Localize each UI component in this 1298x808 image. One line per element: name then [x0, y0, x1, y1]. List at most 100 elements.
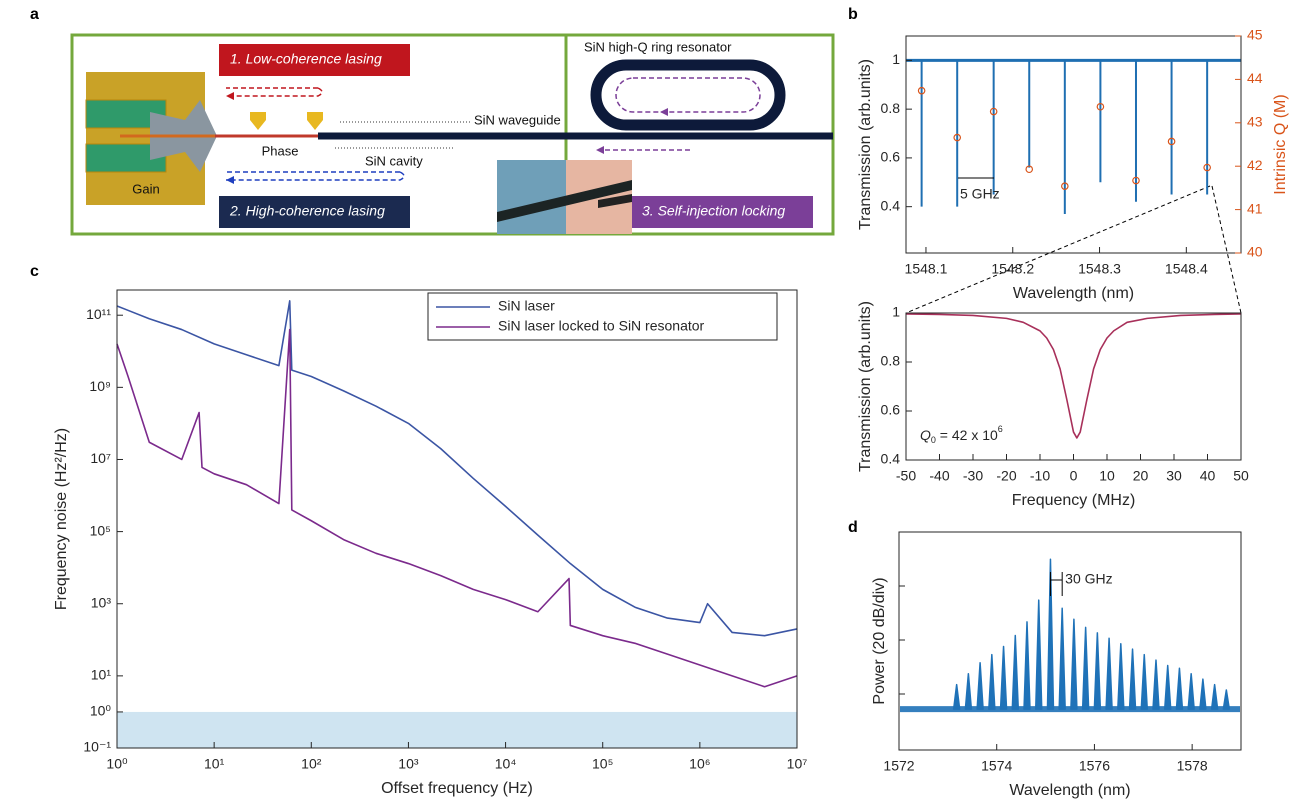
q-marker [917, 86, 926, 95]
comb-line [1152, 659, 1160, 710]
x-tick-label: 1576 [1079, 758, 1110, 774]
step-box [219, 44, 410, 76]
x-tick-label: -20 [996, 468, 1016, 484]
y2-tick-label: 40 [1247, 244, 1263, 260]
y-axis-label: Power (20 dB/div) [871, 577, 888, 704]
y-tick-label: 10⁰ [90, 703, 112, 719]
photo [497, 160, 566, 234]
q-marker [953, 133, 962, 142]
y-axis-label: Transmission (arb.units) [857, 301, 874, 472]
arrow-head [596, 146, 604, 154]
comb-line [1093, 632, 1102, 710]
x-tick-label: 1548.2 [991, 261, 1034, 277]
x-tick-label: 10⁰ [106, 756, 128, 772]
y-axis-label: Frequency noise (Hz²/Hz) [53, 428, 70, 610]
y-tick-label: 0.6 [881, 402, 901, 418]
comb-line [1117, 642, 1125, 710]
annotation-symbol: Q [920, 427, 931, 443]
x-axis-label: Wavelength (nm) [1013, 285, 1134, 302]
annotation-subscript: 0 [931, 435, 936, 445]
step-label: 1. Low-coherence lasing [230, 51, 382, 67]
panel-label: d [848, 519, 858, 536]
step-label: 2. High-coherence lasing [229, 203, 385, 219]
arrow-head [226, 176, 234, 184]
gain-label: Gain [132, 181, 159, 196]
x-tick-label: 10 [1099, 468, 1115, 484]
plot-frame [116, 289, 798, 749]
heater [250, 112, 266, 130]
comb-line [1046, 558, 1055, 710]
y-tick-label: 0.6 [881, 149, 901, 165]
y-axis-label: Transmission (arb.units) [857, 59, 874, 230]
y-tick-label: 10¹ [91, 667, 112, 683]
x-axis-label: Wavelength (nm) [1009, 782, 1130, 799]
ring [590, 59, 786, 131]
x-tick-label: 10⁴ [495, 756, 517, 772]
x-axis-label: Frequency (MHz) [1012, 492, 1136, 509]
x-tick-label: 1548.4 [1165, 261, 1208, 277]
step-label: 3. Self-injection locking [642, 203, 785, 219]
annotation: 5 GHz [960, 186, 1000, 202]
arrow-head [660, 108, 668, 116]
y2-tick-label: 42 [1247, 157, 1263, 173]
y2-tick-label: 41 [1247, 200, 1263, 216]
phase-label: Phase [262, 143, 299, 158]
arrow-head [226, 92, 234, 100]
x-tick-label: -50 [896, 468, 916, 484]
q-marker [1132, 176, 1140, 185]
waveguide-label: SiN waveguide [474, 112, 561, 127]
y-tick-label: 1 [892, 304, 900, 320]
comb-line [1199, 678, 1207, 710]
x-tick-label: 10² [301, 756, 322, 772]
comb-line [976, 662, 984, 710]
annotation: Q0 = 42 x 106 [920, 424, 1003, 445]
comb-line [952, 683, 961, 710]
q-marker [1203, 163, 1211, 172]
x-tick-label: 1574 [981, 758, 1012, 774]
step-box [219, 196, 410, 228]
panel-label: a [30, 6, 39, 23]
series-line [905, 313, 1242, 439]
legend-label: SiN laser locked to SiN resonator [498, 318, 705, 334]
q-marker [989, 107, 998, 116]
comb-line [1175, 667, 1184, 710]
q-marker [1061, 182, 1069, 190]
panel-label: c [30, 263, 39, 280]
comb-line [1034, 599, 1043, 710]
annotation: 30 GHz [1065, 571, 1112, 587]
x-tick-label: 1578 [1177, 758, 1208, 774]
y-tick-label: 10¹¹ [86, 306, 111, 322]
y-tick-label: 0.8 [881, 100, 901, 116]
photo-fiber [497, 180, 632, 222]
diagram: 1. Low-coherence lasing 2. High-coherenc… [70, 33, 835, 236]
y2-tick-label: 44 [1247, 70, 1263, 86]
x-axis-label: Offset frequency (Hz) [381, 780, 533, 797]
x-tick-label: -10 [1030, 468, 1050, 484]
comb-line [964, 672, 973, 710]
q-marker [1096, 102, 1105, 111]
zoom-lines [905, 185, 1242, 314]
q-marker [1025, 165, 1034, 174]
x-tick-label: -40 [929, 468, 949, 484]
comb-line [1105, 637, 1113, 710]
cavity-label: SiN cavity [365, 153, 423, 168]
x-tick-label: 10³ [398, 756, 419, 772]
y-tick-label: 10⁹ [89, 378, 111, 394]
x-tick-label: 10⁶ [689, 756, 710, 772]
x-tick-label: 50 [1233, 468, 1249, 484]
comb-line [1140, 653, 1149, 710]
comb-line [1222, 689, 1231, 710]
comb-line [1058, 607, 1066, 710]
x-tick-label: 1548.1 [905, 261, 948, 277]
comb-line [1081, 626, 1090, 710]
x-tick-label: -30 [963, 468, 983, 484]
zoom-line [1211, 185, 1242, 314]
x-tick-label: 1572 [883, 758, 914, 774]
x-tick-label: 30 [1166, 468, 1182, 484]
x-tick-label: 10⁵ [592, 756, 613, 772]
step-box [632, 196, 813, 228]
y-tick-label: 10⁵ [90, 522, 111, 538]
ring-arrow [615, 77, 761, 113]
y-tick-label: 1 [892, 51, 900, 67]
comb-line [1070, 618, 1078, 710]
